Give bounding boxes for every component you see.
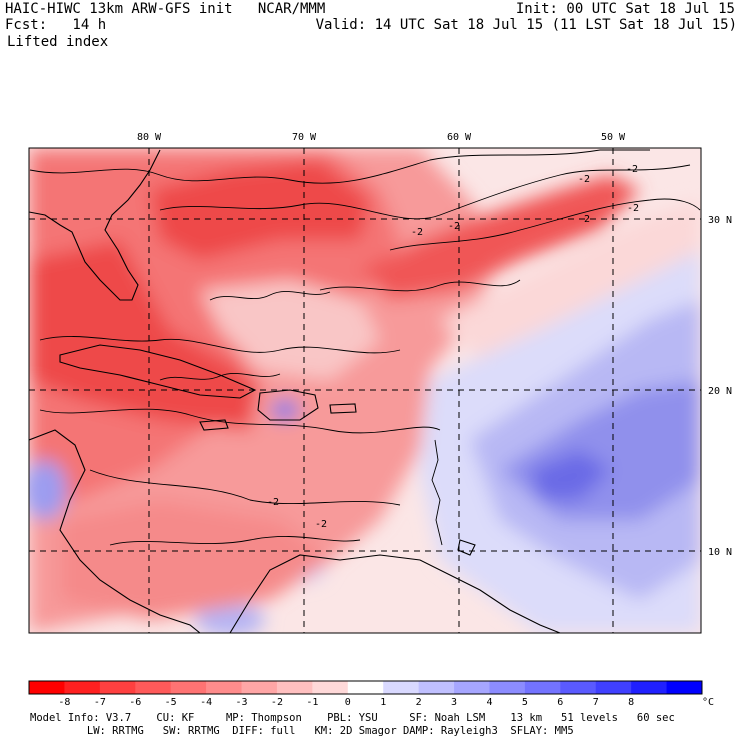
colorbar-swatch: [560, 681, 597, 694]
contour-label: -2: [448, 221, 460, 232]
map-frame: [28, 147, 702, 634]
colorbar-swatch: [276, 681, 313, 694]
model-title: HAIC-HIWC 13km ARW-GFS init NCAR/MMM: [5, 1, 326, 17]
colorbar-tick-label: 2: [416, 697, 422, 708]
contour-label: -2: [315, 519, 327, 530]
lon-label: 70 W: [292, 132, 317, 143]
colorbar-swatch: [206, 681, 243, 694]
colorbar-swatch: [29, 681, 65, 694]
colorbar-unit: °C: [702, 697, 714, 708]
contour-label: -2: [578, 174, 590, 185]
contour-label: -2: [411, 227, 423, 238]
contour-label: -2: [578, 214, 590, 225]
coastlines: [29, 149, 561, 633]
colorbar-tick-label: 7: [593, 697, 599, 708]
colorbar-tick-label: -7: [94, 697, 106, 708]
colorbar-tick-label: 5: [522, 697, 528, 708]
contour-label: -2: [626, 164, 638, 175]
model-info-line1: Model Info: V3.7 CU: KF MP: Thompson PBL…: [30, 712, 675, 724]
lon-label: 80 W: [137, 132, 162, 143]
colorbar-swatch: [383, 681, 420, 694]
init-time: Init: 00 UTC Sat 18 Jul 15: [515, 1, 735, 17]
lon-label: 50 W: [601, 132, 626, 143]
lat-label: 10 N: [708, 547, 732, 558]
colorbar-tick-label: -3: [236, 697, 248, 708]
field-name: Lifted index: [7, 34, 109, 50]
colorbar-swatch: [241, 681, 278, 694]
colorbar-swatch: [595, 681, 632, 694]
lat-label: 20 N: [708, 386, 732, 397]
colorbar-ticks: -8 -7 -6 -5 -4 -3 -2 -1 0 1 2 3 4 5 6 7 8: [58, 697, 634, 708]
contour-lines: [29, 149, 701, 546]
colorbar-tick-label: 1: [380, 697, 386, 708]
valid-time: Valid: 14 UTC Sat 18 Jul 15 (11 LST Sat …: [315, 17, 737, 33]
colorbar-tick-label: 8: [628, 697, 634, 708]
graticule: [29, 148, 701, 633]
colorbar-tick-label: -2: [271, 697, 283, 708]
colorbar-swatch: [347, 681, 384, 694]
colorbar-tick-label: -1: [306, 697, 318, 708]
colorbar-tick-label: 3: [451, 697, 457, 708]
colorbar-tick-label: -4: [200, 697, 212, 708]
colorbar-swatch: [312, 681, 349, 694]
colorbar-swatch: [99, 681, 136, 694]
colorbar-swatch: [489, 681, 526, 694]
colorbar-swatch: [418, 681, 455, 694]
colorbar-tick-label: -6: [129, 697, 141, 708]
colorbar-border: [28, 680, 703, 695]
colorbar-swatch: [64, 681, 101, 694]
colorbar-tick-label: 0: [345, 697, 351, 708]
colorbar-tick-label: 4: [486, 697, 492, 708]
colorbar-swatch: [524, 681, 561, 694]
colorbar-tick-label: -8: [58, 697, 70, 708]
lat-label: 30 N: [708, 215, 732, 226]
lon-label: 60 W: [447, 132, 472, 143]
lifted-index-field: -2 -2 -2 -2 -2 -2 -2 -2: [29, 148, 701, 633]
contour-label: -2: [267, 497, 279, 508]
contour-label: -2: [627, 203, 639, 214]
model-info-line2: LW: RRTMG SW: RRTMG DIFF: full KM: 2D Sm…: [30, 725, 574, 737]
colorbar-swatch: [170, 681, 207, 694]
colorbar-swatch: [631, 681, 668, 694]
forecast-hour: Fcst: 14 h: [5, 17, 107, 33]
colorbar: [28, 680, 703, 695]
colorbar-tick-label: 6: [557, 697, 563, 708]
colorbar-tick-label: -5: [165, 697, 177, 708]
colorbar-swatch: [135, 681, 172, 694]
colorbar-swatch: [666, 681, 703, 694]
colorbar-swatch: [454, 681, 490, 694]
